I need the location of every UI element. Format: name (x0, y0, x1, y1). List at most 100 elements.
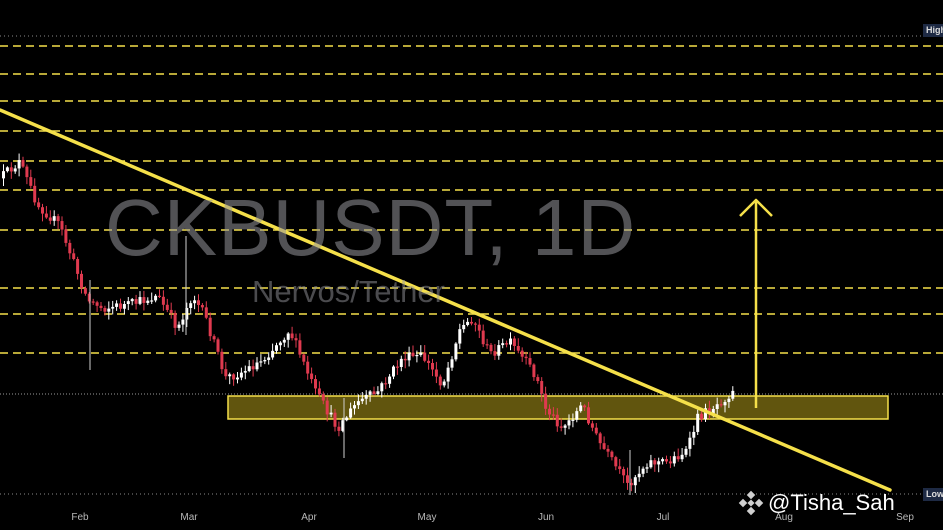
candle (232, 373, 236, 386)
candle (345, 416, 349, 422)
candle (614, 455, 618, 471)
candle (509, 332, 512, 351)
candle-body (434, 369, 438, 377)
candle-body (524, 356, 528, 359)
candle-body (645, 467, 649, 469)
candle (208, 312, 212, 342)
candle (684, 445, 688, 458)
candle-body (477, 324, 481, 331)
candle (657, 457, 661, 473)
candle (224, 361, 228, 380)
candle (356, 394, 360, 410)
candle (5, 166, 9, 173)
candle-body (138, 297, 142, 304)
candle-body (13, 168, 17, 172)
candle-body (302, 354, 306, 362)
trendline (0, 108, 892, 492)
candle-body (696, 413, 700, 432)
candle (17, 153, 21, 177)
candle-body (220, 351, 224, 370)
candle (672, 451, 676, 467)
candle (103, 305, 107, 316)
candle (688, 431, 692, 457)
candle-body (200, 305, 204, 308)
candle (696, 409, 700, 435)
candle-body (267, 357, 271, 360)
candle (516, 338, 520, 354)
candle-body (115, 303, 119, 307)
candle (392, 365, 395, 380)
candle-body (458, 329, 462, 344)
candle (723, 399, 727, 413)
candle-body (544, 393, 548, 409)
candle (169, 302, 173, 319)
candle (341, 417, 345, 433)
candle-body (548, 408, 551, 415)
candle (13, 165, 17, 174)
candle (68, 239, 72, 260)
candle (72, 248, 76, 261)
candle (138, 291, 142, 306)
candle-body (122, 304, 126, 309)
candle-body (298, 340, 302, 355)
candle (473, 322, 477, 332)
candle (403, 351, 407, 369)
candle-body (723, 402, 727, 406)
candle-body (349, 408, 353, 418)
candle (107, 301, 111, 320)
candle-body (68, 242, 72, 254)
candle (56, 213, 60, 230)
candle (310, 367, 314, 384)
candle (158, 289, 161, 299)
candle-body (126, 301, 130, 305)
candle-body (142, 297, 146, 303)
candle-body (107, 308, 111, 312)
candle-body (17, 160, 21, 169)
candle (329, 405, 333, 418)
candle-body (236, 377, 239, 380)
x-tick-label: Apr (301, 512, 317, 523)
candle (524, 351, 528, 365)
candle (481, 324, 485, 347)
candle (181, 314, 185, 332)
candle-body (481, 330, 485, 345)
x-tick-label: Aug (775, 512, 793, 523)
candle-body (688, 437, 692, 449)
candle-body (29, 177, 33, 186)
candle (571, 413, 575, 428)
candle-body (83, 288, 87, 294)
candle-body (715, 404, 719, 409)
candle (134, 294, 138, 310)
candle (633, 475, 637, 494)
candle-body (52, 216, 56, 221)
candle-body (505, 343, 509, 345)
candle-body (158, 295, 161, 297)
candle-body (423, 352, 427, 361)
candlestick-series (2, 153, 735, 495)
candle-body (692, 431, 696, 438)
candle (567, 414, 571, 430)
candle (458, 323, 462, 349)
candle-body (9, 167, 13, 172)
candle (489, 343, 493, 355)
candle (629, 478, 633, 492)
candle-body (384, 383, 388, 385)
candle (446, 361, 450, 389)
candle (177, 321, 181, 331)
candle (115, 300, 119, 311)
candle-body (649, 460, 653, 468)
candle-body (5, 167, 9, 172)
candle-body (653, 460, 657, 465)
candle-body (450, 359, 454, 368)
candle (731, 386, 735, 401)
candle (594, 422, 598, 436)
candle-body (587, 407, 590, 424)
candle (197, 294, 200, 312)
candle (551, 407, 555, 420)
candle-body (493, 351, 497, 356)
reference-lines (0, 35, 943, 495)
candle-body (208, 317, 212, 337)
candle (512, 336, 516, 352)
candle-body (329, 412, 333, 415)
candle-body (278, 342, 282, 346)
